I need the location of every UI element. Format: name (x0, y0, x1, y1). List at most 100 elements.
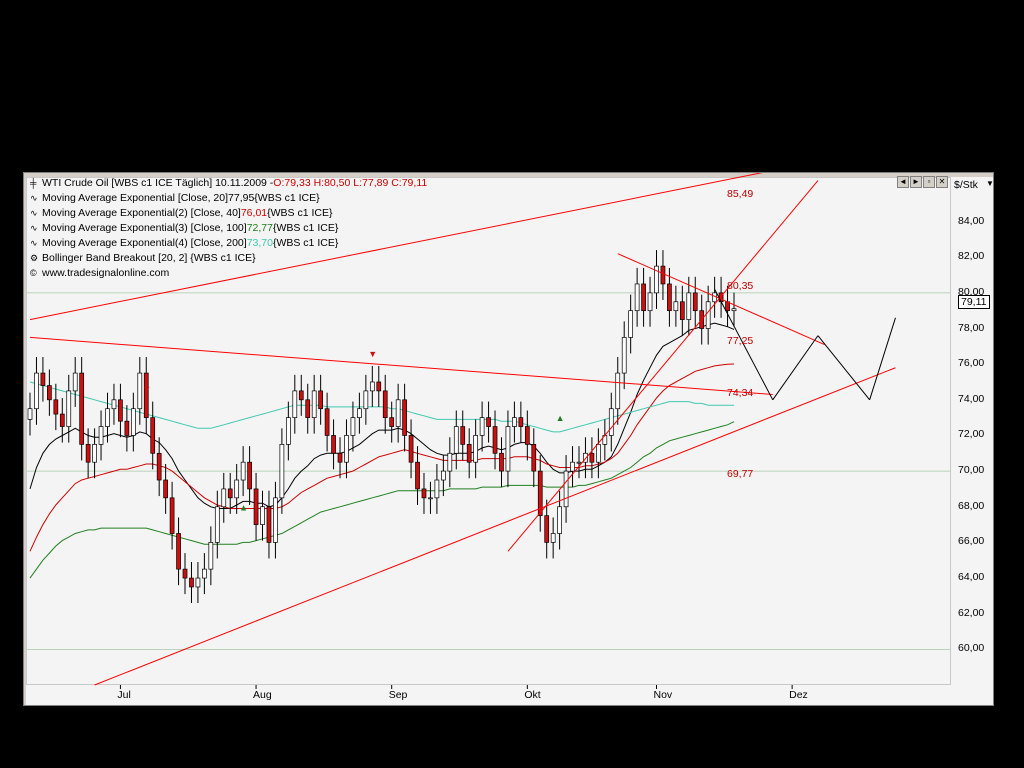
candle-body (247, 461, 252, 490)
signal-marker: ▼ (368, 349, 377, 359)
candle-body (59, 413, 65, 427)
candle-body (337, 452, 343, 463)
candle-body (479, 417, 485, 436)
candle-body (72, 372, 78, 392)
legend-website: © www.tradesignalonline.com (30, 266, 427, 281)
candle-body (570, 461, 575, 472)
close-icon[interactable]: ✕ (936, 176, 948, 188)
y-tick-label: 84,00 (958, 214, 985, 227)
candle-body (486, 417, 491, 427)
upper-channel-line (29, 173, 763, 321)
steep-trend-line (507, 180, 819, 552)
candle-body (227, 488, 233, 499)
candle-body (524, 426, 530, 445)
legend-value: 72,77 (246, 222, 273, 234)
axis-corner (951, 685, 993, 705)
legend-item-bollinger[interactable]: ⚙ Bollinger Band Breakout [20, 2] {WBS c… (30, 251, 427, 266)
candle-body (512, 417, 517, 427)
legend-value: 76,01 (240, 207, 268, 219)
chevron-down-icon[interactable]: ▼ (986, 179, 994, 188)
indicator-icon: ∿ (30, 208, 38, 218)
candle-body (118, 399, 123, 422)
candle-body (402, 399, 407, 436)
candle-body (466, 444, 472, 463)
candle-body (686, 292, 692, 320)
candle-body (531, 444, 537, 472)
candle-body (544, 515, 550, 543)
candle-body (641, 283, 646, 312)
candle-body (460, 426, 466, 445)
lower-channel-line (94, 367, 896, 686)
scroll-left-icon[interactable]: ◄ (897, 176, 909, 188)
bar-chart-icon: ╪ (30, 178, 37, 188)
candle-body (182, 568, 188, 579)
y-tick-label: 78,00 (958, 321, 985, 334)
x-tick-label: Aug (253, 689, 272, 701)
candle-body (66, 390, 72, 427)
candle-body (615, 372, 621, 410)
candle-body (331, 435, 336, 454)
unit-label[interactable]: $/Stk (954, 179, 978, 191)
candle-body (434, 479, 440, 499)
candle-body (563, 470, 569, 508)
ohlc-values: O:79,33 H:80,50 L:77,89 C:79,11 (273, 177, 428, 189)
scroll-right-icon[interactable]: ► (910, 176, 922, 188)
legend-item-ema20[interactable]: ∿ Moving Average Exponential [Close, 20]… (30, 191, 427, 206)
candle-body (357, 408, 362, 418)
legend-suffix: {WBS c1 ICE} (272, 222, 339, 234)
candle-body (79, 372, 85, 445)
candle-body (621, 337, 627, 374)
candle-body (47, 385, 52, 401)
candle-body (111, 399, 117, 410)
legend-suffix: {WBS c1 ICE} (267, 207, 333, 219)
candle-body (583, 452, 588, 463)
candle-body (596, 444, 601, 463)
candle-body (85, 444, 91, 463)
candle-body (189, 577, 194, 588)
x-tick-label: Sep (388, 689, 408, 701)
candle-body (441, 470, 446, 481)
candle-body (344, 435, 349, 463)
candle-body (195, 577, 201, 588)
candle-body (692, 292, 698, 312)
legend-symbol-row: ╪ WTI Crude Oil [WBS c1 ICE Täglich] 10.… (30, 176, 427, 191)
candle-body (311, 390, 317, 418)
x-tick-label: Dez (789, 689, 808, 701)
candle-body (163, 479, 168, 499)
falling-trend-line (617, 253, 825, 346)
time-axis[interactable] (26, 685, 951, 705)
chart-canvas: ▼ ▼ ▲ ▲ (27, 173, 950, 689)
forecast-line (869, 317, 896, 400)
candle-body (557, 506, 562, 534)
candle-body (279, 444, 285, 499)
candle-body (679, 301, 685, 320)
candle-body (421, 488, 427, 499)
y-tick-label: 64,00 (958, 571, 985, 584)
candle-body (324, 408, 330, 436)
legend-item-ema100[interactable]: ∿ Moving Average Exponential(3) [Close, … (30, 221, 427, 236)
legend-suffix: {WBS c1 ICE} (254, 192, 320, 204)
legend-label: Moving Average Exponential(3) [Close, 10… (42, 222, 247, 234)
candle-body (382, 390, 388, 418)
legend-item-ema40[interactable]: ∿ Moving Average Exponential(2) [Close, … (30, 206, 427, 221)
candle-body (589, 452, 595, 463)
candle-body (705, 301, 711, 329)
candle-body (473, 435, 479, 463)
x-tick-label: Okt (524, 689, 541, 701)
legend-label: Bollinger Band Breakout [20, 2] {WBS c1 … (42, 252, 256, 264)
candle-body (92, 444, 97, 463)
legend-item-ema200[interactable]: ∿ Moving Average Exponential(4) [Close, … (30, 236, 427, 251)
candle-body (660, 265, 666, 285)
candle-body (240, 461, 246, 481)
y-tick-label: 70,00 (958, 464, 985, 477)
candle-body (731, 308, 737, 312)
candle-body (725, 301, 730, 312)
candle-body (673, 301, 679, 312)
candle-body (34, 372, 39, 410)
candle-body (298, 390, 304, 401)
last-price-label: 79,11 (958, 295, 990, 309)
restore-icon[interactable]: ▫ (923, 176, 935, 188)
legend-value: 77,95 (228, 192, 255, 204)
price-axis[interactable] (951, 177, 993, 685)
level-label: 69,77 (727, 468, 754, 481)
